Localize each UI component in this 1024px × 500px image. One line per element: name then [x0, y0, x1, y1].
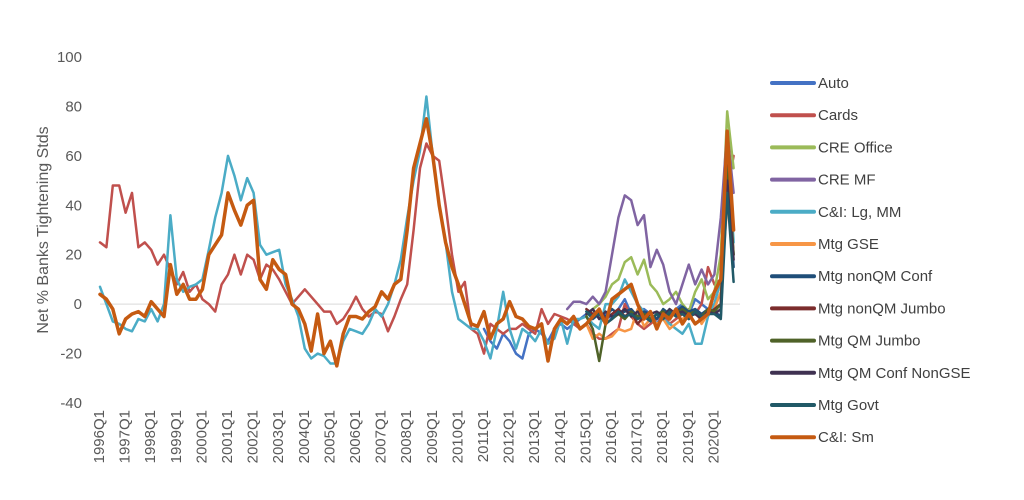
x-tick-label: 2019Q1: [680, 410, 697, 463]
x-tick-label: 1999Q1: [168, 410, 185, 463]
x-tick-label: 2008Q1: [398, 410, 415, 463]
x-tick-label: 2014Q1: [552, 410, 569, 463]
y-tick-label: 0: [74, 296, 82, 313]
legend-label: CRE MF: [818, 172, 876, 189]
legend-label: Mtg QM Conf NonGSE: [818, 365, 971, 382]
legend-label: CRE Office: [818, 139, 893, 156]
y-tick-label: 60: [65, 148, 82, 165]
x-tick-label: 2017Q1: [629, 410, 646, 463]
x-tick-label: 2000Q1: [193, 410, 210, 463]
y-tick-label: 20: [65, 247, 82, 264]
y-tick-label: 80: [65, 98, 82, 115]
legend-label: C&I: Sm: [818, 429, 874, 446]
y-axis-label: Net % Banks Tightening Stds: [35, 126, 52, 333]
x-tick-label: 2016Q1: [603, 410, 620, 463]
y-tick-label: -20: [60, 346, 82, 363]
x-tick-label: 1996Q1: [91, 410, 108, 463]
legend-label: Mtg QM Jumbo: [818, 333, 921, 350]
legend-label: Auto: [818, 75, 849, 92]
x-tick-label: 2007Q1: [373, 410, 390, 463]
x-tick-label: 2018Q1: [654, 410, 671, 463]
x-tick-label: 2003Q1: [270, 410, 287, 463]
y-tick-label: 40: [65, 197, 82, 214]
legend-label: Mtg nonQM Jumbo: [818, 300, 946, 317]
y-tick-label: -40: [60, 395, 82, 412]
x-tick-label: 2012Q1: [501, 410, 518, 463]
x-tick-label: 2013Q1: [526, 410, 543, 463]
x-tick-label: 2015Q1: [577, 410, 594, 463]
x-tick-label: 2002Q1: [245, 410, 262, 463]
x-tick-label: 2006Q1: [347, 410, 364, 463]
legend-label: C&I: Lg, MM: [818, 204, 901, 221]
x-tick-label: 2005Q1: [321, 410, 338, 463]
x-tick-label: 1998Q1: [142, 410, 159, 463]
x-tick-label: 2010Q1: [449, 410, 466, 463]
legend-label: Cards: [818, 107, 858, 124]
series-line: [98, 117, 736, 368]
series-line: [585, 110, 735, 318]
x-tick-label: 1997Q1: [117, 410, 134, 463]
series-line: [585, 166, 735, 363]
x-tick-label: 2020Q1: [705, 410, 722, 463]
series-line: [565, 129, 735, 311]
x-tick-label: 2001Q1: [219, 410, 236, 463]
x-tick-label: 2011Q1: [475, 410, 492, 462]
x-tick-label: 2009Q1: [424, 410, 441, 463]
x-tick-label: 2004Q1: [296, 410, 313, 463]
legend-label: Mtg Govt: [818, 397, 880, 414]
y-tick-label: 100: [57, 49, 82, 66]
legend-label: Mtg nonQM Conf: [818, 268, 933, 285]
legend-label: Mtg GSE: [818, 236, 879, 253]
